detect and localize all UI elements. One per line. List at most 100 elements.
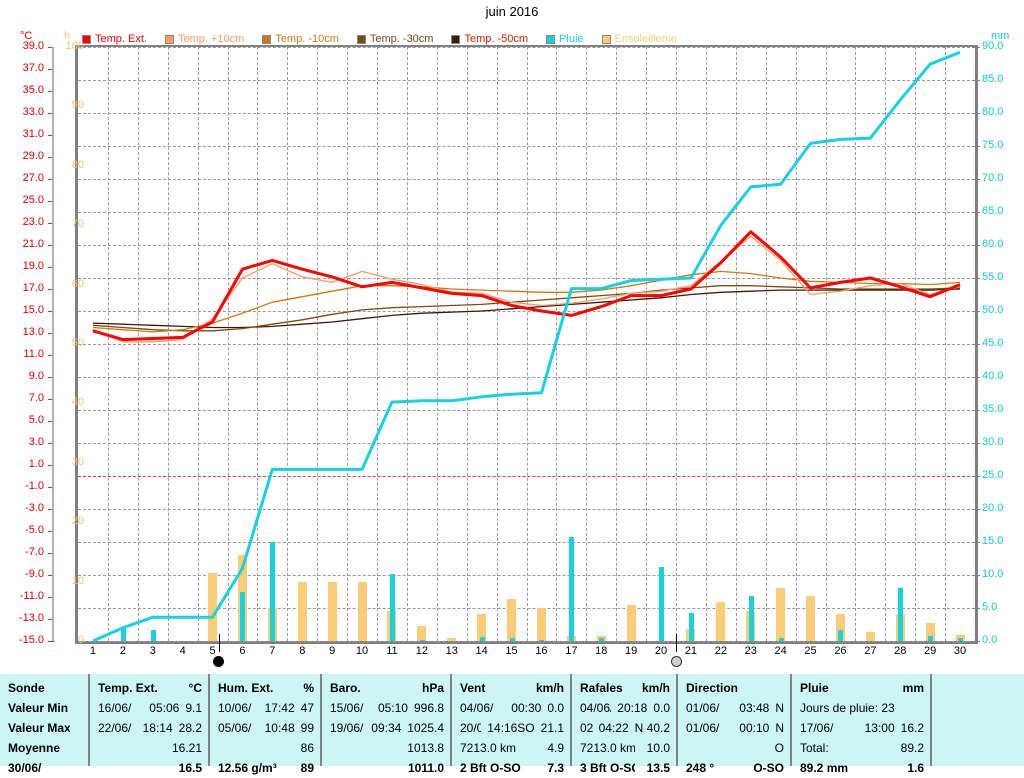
sunshine-bar	[417, 626, 427, 641]
table-cell-label: Total:	[800, 741, 829, 755]
table-cell-label	[940, 678, 1006, 698]
temp-axis-tick-label: 5.0	[28, 414, 44, 426]
temp-axis-tick	[48, 267, 54, 268]
temp-axis-tick	[48, 619, 54, 620]
table-cell-time: 13:00	[864, 721, 895, 735]
sun-axis-tick-label: 50	[71, 337, 84, 349]
table-row: 1011.0	[330, 758, 444, 778]
temp-axis-tick	[48, 641, 54, 642]
legend-swatch-icon	[262, 34, 272, 44]
legend-item-1: Temp. +10cm	[164, 33, 244, 45]
table-row	[940, 698, 1018, 718]
legend-label: Temp. -50cm	[464, 33, 529, 45]
table-cell-label: 3 Bft O-SO	[580, 761, 635, 775]
sun-axis-tick-label: 100	[65, 40, 84, 52]
table-row	[940, 758, 1018, 778]
temp-axis-tick-label: 19.0	[22, 260, 44, 272]
day-axis-tick-label: 5	[209, 645, 216, 657]
legend-swatch-icon	[451, 34, 461, 44]
sunshine-bar	[208, 572, 218, 641]
temp-axis-tick	[48, 553, 54, 554]
legend-swatch-icon	[164, 34, 174, 44]
table-cell-label	[940, 718, 1006, 738]
day-axis-tick-label: 28	[894, 645, 907, 657]
sunshine-bar	[536, 608, 546, 641]
sunshine-bar	[507, 599, 517, 641]
table-row: Valeur Max	[8, 718, 82, 738]
table-cell-label	[940, 758, 1006, 778]
table-row: Total: 89.2	[800, 738, 924, 758]
sunshine-bar	[477, 614, 487, 641]
rain-axis-tick	[972, 377, 980, 378]
rain-axis-tick	[972, 113, 980, 114]
legend-item-5: Pluie	[546, 33, 584, 45]
day-axis-tick-label: 15	[505, 645, 518, 657]
day-axis-tick-label: 22	[714, 645, 727, 657]
table-row: 19/06/09:34 1025.4	[330, 718, 444, 738]
temp-axis-tick	[48, 487, 54, 488]
table-column-temp-ext: Temp. Ext. °C 16/06/05:06 9.1 22/06/18:14 28.…	[90, 674, 210, 775]
temp-axis-tick	[48, 113, 54, 114]
table-cell-value	[1012, 718, 1018, 738]
table-row: 22/06/18:14 28.2	[98, 718, 202, 738]
table-row	[940, 718, 1018, 738]
sunshine-bar	[327, 581, 337, 641]
temp-axis-tick-label: 37.0	[22, 62, 44, 74]
table-cell-value: 16.5	[178, 761, 202, 775]
rain-axis-tick	[972, 641, 980, 642]
legend-swatch-icon	[546, 34, 556, 44]
table-row: 86	[218, 738, 314, 758]
table-cell-value	[1012, 758, 1018, 778]
table-row: 02/06/04:22 N 40.2	[580, 718, 670, 738]
temp-axis-tick-label: 9.0	[28, 370, 44, 382]
table-cell-label: Rafales	[580, 681, 623, 695]
table-cell-label: 02/06/	[580, 721, 593, 735]
rain-axis-tick	[972, 47, 980, 48]
temp-axis-tick-label: 25.0	[22, 194, 44, 206]
table-cell-value: km/h	[641, 681, 670, 695]
temp-axis-tick-label: -11.0	[19, 590, 44, 602]
plot-border-bottom	[75, 641, 978, 644]
rain-bar	[120, 627, 126, 641]
table-cell-value: 89	[300, 761, 314, 775]
temp-axis-tick-label: 1.0	[28, 458, 44, 470]
sunshine-bar	[865, 632, 875, 641]
temp-axis-tick	[48, 179, 54, 180]
temp-axis-tick-label: 33.0	[22, 106, 44, 118]
temp-axis-tick	[48, 509, 54, 510]
sunshine-bar	[447, 638, 457, 641]
table-cell-value	[76, 758, 82, 778]
table-cell-value: 9.1	[185, 701, 202, 715]
table-row: Baro. hPa	[330, 678, 444, 698]
day-axis-tick-label: 10	[355, 645, 369, 657]
table-cell-label: Valeur Max	[8, 721, 70, 735]
temp-axis-tick-label: -15.0	[18, 634, 44, 646]
table-cell-time: 05:10	[377, 701, 408, 715]
table-cell-label: 19/06/	[330, 721, 364, 735]
table-cell-value: 0.0	[653, 701, 670, 715]
table-column-vent: Vent km/h 04/06/00:30 0.0 20/06/14:16SO 21.1 7…	[452, 674, 572, 775]
table-cell-label	[98, 738, 160, 758]
table-cell-label: 01/06/	[686, 701, 720, 715]
sun-axis-tick-label: 60	[71, 277, 84, 290]
day-axis-tick-label: 8	[299, 645, 306, 657]
table-row: 01/06/00:10 N	[686, 718, 784, 738]
sunshine-bar	[297, 581, 307, 641]
left-temp-unit-label: °C	[20, 30, 33, 42]
rain-axis-tick-label: 5.0	[982, 601, 998, 613]
grid-line-horizontal	[78, 113, 975, 114]
sun-axis-tick-label: 20	[71, 515, 84, 528]
table-cell-value: 89.2	[900, 741, 924, 755]
table-column-rafales: Rafales km/h 04/06/20:18 0.0 02/06/04:22 N 40…	[572, 674, 678, 775]
sun-axis-tick-label: 10	[71, 574, 84, 587]
table-row: Hum. Ext.%	[218, 678, 314, 698]
rain-axis-tick	[972, 608, 980, 609]
sun-axis-tick-label: 40	[71, 396, 84, 409]
temp-axis-tick-label: 27.0	[22, 172, 44, 184]
table-row: Moyenne	[8, 738, 82, 758]
rain-axis-tick-label: 0.0	[982, 634, 998, 646]
grid-line-horizontal	[78, 179, 975, 180]
table-column-hum-ext: Hum. Ext.% 10/06/17:42 47 05/06/10:48 99 86 12…	[210, 674, 322, 775]
legend-label: Temp. -10cm	[275, 33, 339, 45]
table-cell-label: 04/06/	[580, 701, 612, 715]
